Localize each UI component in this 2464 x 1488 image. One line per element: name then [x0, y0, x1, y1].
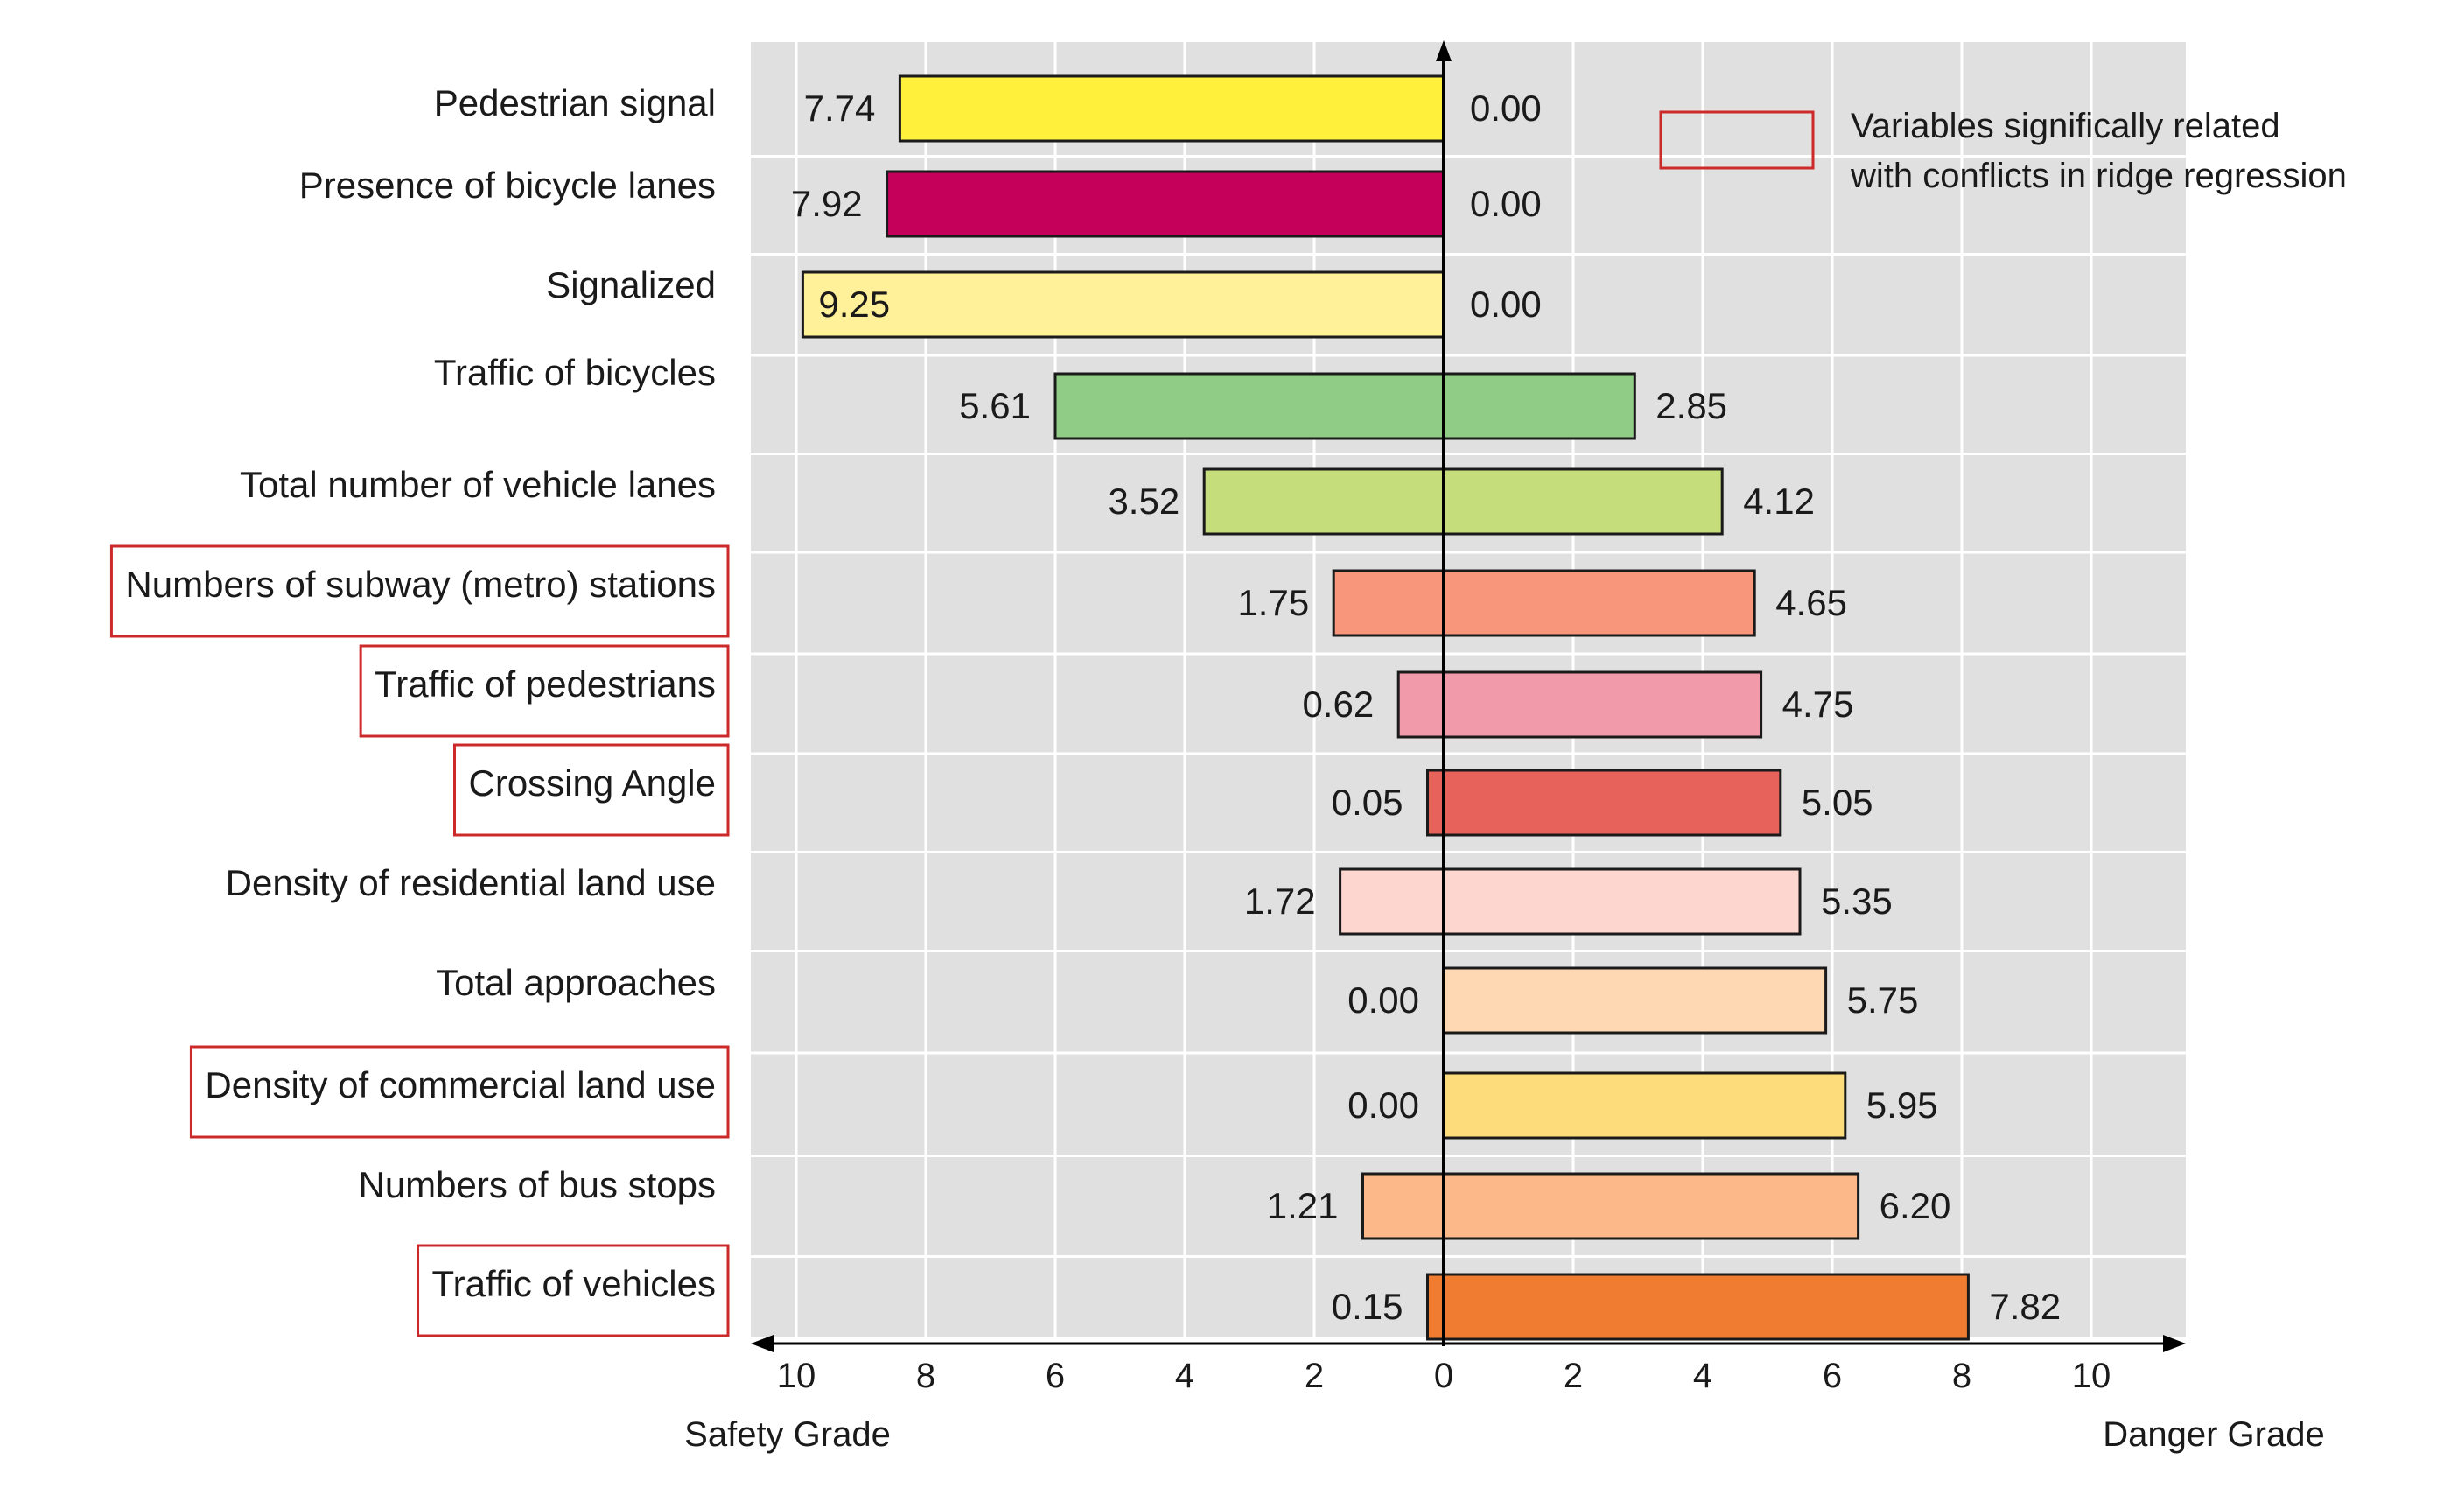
value-label-safety: 0.00 [1348, 979, 1419, 1021]
category-labels: Pedestrian signal Presence of bicycle lan… [109, 82, 730, 1337]
value-label-safety: 0.05 [1332, 782, 1404, 823]
category-label: Density of residential land use [226, 862, 716, 903]
x-tick-label: 8 [1952, 1357, 1971, 1395]
bar-danger [1442, 569, 1756, 637]
bar-safety [1054, 372, 1446, 440]
category-label: Traffic of bicycles [434, 352, 716, 393]
value-label-danger: 0.00 [1470, 183, 1542, 224]
value-label-safety: 0.62 [1302, 684, 1374, 725]
category-label: Total number of vehicle lanes [240, 464, 716, 505]
bar-danger [1442, 670, 1763, 739]
value-label-danger: 4.65 [1775, 582, 1847, 623]
x-tick-label: 4 [1693, 1357, 1712, 1395]
x-tick-label: 2 [1305, 1357, 1324, 1395]
value-label-safety: 9.25 [818, 284, 890, 325]
bar-safety [1332, 569, 1446, 637]
x-axis-left-arrow [751, 1335, 774, 1352]
bar-safety [1426, 1273, 1446, 1341]
value-label-danger: 4.75 [1782, 684, 1854, 725]
value-label-danger: 5.05 [1802, 782, 1873, 823]
bar-safety [886, 170, 1446, 238]
value-label-danger: 4.12 [1743, 481, 1815, 522]
legend-text-line-2: with conflicts in ridge regression [1850, 157, 2347, 195]
bar-safety [1426, 769, 1446, 837]
bar-danger [1442, 372, 1636, 440]
highlight-box [416, 1244, 730, 1337]
value-label-safety: 0.00 [1348, 1084, 1419, 1126]
highlight-box [189, 1045, 730, 1139]
x-tick-label: 0 [1434, 1357, 1453, 1395]
x-tick-label: 8 [916, 1357, 935, 1395]
category-label: Traffic of pedestrians [374, 663, 716, 705]
legend-swatch [1659, 110, 1815, 170]
value-label-safety: 0.15 [1332, 1286, 1404, 1327]
bar-danger [1442, 467, 1724, 536]
category-label: Numbers of subway (metro) stations [125, 564, 716, 605]
category-label: Crossing Angle [469, 762, 717, 804]
value-label-safety: 7.92 [791, 183, 863, 224]
value-label-danger: 0.00 [1470, 88, 1542, 129]
x-label-safety: Safety Grade [684, 1415, 891, 1454]
value-label-safety: 1.21 [1267, 1185, 1339, 1226]
value-label-safety: 5.61 [959, 385, 1031, 426]
value-label-danger: 2.85 [1656, 385, 1727, 426]
center-axis-arrow [1436, 40, 1452, 61]
value-label-danger: 7.82 [1989, 1286, 2061, 1327]
legend-text-line-1: Variables significally related [1851, 107, 2280, 145]
bar-safety [1396, 670, 1446, 739]
bars: 7.74 0.00 7.92 0.00 9.25 0.00 5.61 2.85 3.52 4.12… [791, 74, 2061, 1341]
value-label-danger: 6.20 [1880, 1185, 1951, 1226]
bar-danger [1442, 867, 1802, 936]
x-tick-label: 6 [1823, 1357, 1842, 1395]
highlight-box [109, 544, 730, 638]
bar-danger [1442, 769, 1782, 837]
bar-danger [1442, 1071, 1847, 1140]
x-axis-right-arrow [2163, 1335, 2186, 1352]
x-tick-label: 10 [777, 1357, 816, 1395]
value-label-danger: 5.35 [1821, 881, 1893, 922]
x-tick-label: 2 [1564, 1357, 1583, 1395]
value-label-safety: 7.74 [804, 88, 876, 129]
value-label-danger: 5.75 [1847, 979, 1919, 1021]
bar-safety [1202, 467, 1446, 536]
category-label: Density of commercial land use [205, 1064, 716, 1105]
category-label: Numbers of bus stops [358, 1164, 716, 1205]
value-label-danger: 0.00 [1470, 284, 1542, 325]
x-ticks: 10 8 6 4 2 0 2 4 6 8 10 [777, 1357, 2111, 1395]
category-label: Traffic of vehicles [432, 1263, 716, 1304]
bar-danger [1442, 966, 1828, 1035]
bar-safety [1339, 867, 1446, 936]
axes [751, 40, 2186, 1352]
bar-safety [898, 74, 1446, 143]
x-tick-label: 10 [2072, 1357, 2111, 1395]
bar-safety [1362, 1172, 1446, 1240]
bar-safety [801, 270, 1446, 339]
bar-danger [1442, 1273, 1970, 1341]
category-label: Pedestrian signal [434, 82, 716, 123]
category-label: Total approaches [436, 962, 716, 1003]
value-label-safety: 3.52 [1108, 481, 1180, 522]
category-label: Signalized [546, 264, 716, 305]
x-label-danger: Danger Grade [2103, 1415, 2324, 1454]
bar-danger [1442, 1172, 1860, 1240]
highlight-box [359, 644, 730, 738]
value-label-danger: 5.95 [1866, 1084, 1938, 1126]
value-label-safety: 1.72 [1244, 881, 1316, 922]
x-tick-label: 4 [1175, 1357, 1194, 1395]
category-label: Presence of bicycle lanes [299, 165, 716, 206]
x-tick-label: 6 [1046, 1357, 1065, 1395]
legend: Variables significally related with conf… [1659, 107, 2347, 195]
highlight-box [453, 743, 730, 837]
value-label-safety: 1.75 [1237, 582, 1309, 623]
